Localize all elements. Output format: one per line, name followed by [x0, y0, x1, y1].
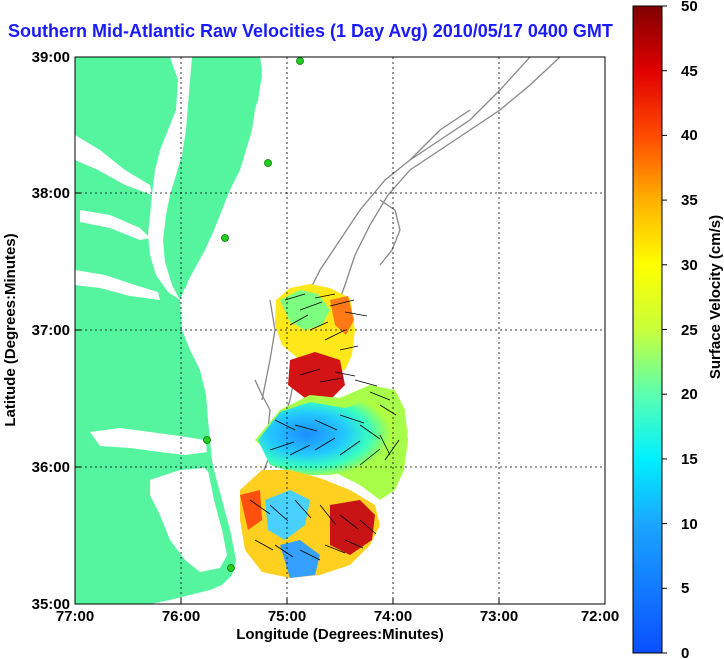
colorbar-tick-label: 40 [681, 127, 698, 144]
potomac-river [75, 135, 152, 195]
x-tick-label: 76:00 [162, 608, 200, 625]
colorbar-tick-label: 15 [681, 451, 698, 468]
x-tick-label: 77:00 [56, 608, 94, 625]
albemarle-sound [90, 428, 208, 455]
station-marker [221, 234, 229, 242]
land-delmarva [183, 57, 262, 290]
james-river [75, 270, 160, 300]
x-tick-label: 75:00 [268, 608, 306, 625]
radar-stations [203, 57, 304, 572]
colorbar-tick-label: 50 [681, 0, 698, 15]
station-marker [264, 159, 272, 167]
y-tick-label: 37:00 [32, 322, 70, 339]
tick-marks [75, 192, 500, 604]
colorbar-tick-label: 10 [681, 516, 698, 533]
pamlico-sound [150, 468, 230, 572]
colorbar-tick-label: 20 [681, 386, 698, 403]
y-tick-label: 38:00 [32, 185, 70, 202]
station-marker [296, 57, 304, 65]
colorbar-tick-label: 5 [681, 580, 689, 597]
colorbar-tick-label: 45 [681, 63, 698, 80]
velocity-field [240, 284, 408, 578]
station-marker [203, 436, 211, 444]
x-tick-label: 72:00 [581, 608, 619, 625]
colorbar-tick-label: 30 [681, 257, 698, 274]
y-tick-label: 39:00 [32, 49, 70, 66]
map-title: Southern Mid-Atlantic Raw Velocities (1 … [8, 21, 613, 41]
colorbar-tick-label: 35 [681, 192, 698, 209]
y-axis-label: Latitude (Degrees:Minutes) [2, 233, 19, 426]
colorbar-label: Surface Velocity (cm/s) [707, 215, 724, 379]
colorbar-ticks [662, 5, 667, 654]
grid [75, 57, 605, 604]
station-marker [227, 564, 235, 572]
x-tick-label: 73:00 [480, 608, 518, 625]
y-tick-label: 36:00 [32, 459, 70, 476]
x-axis-label: Longitude (Degrees:Minutes) [236, 626, 444, 643]
colorbar [632, 5, 663, 654]
y-tick-label: 35:00 [32, 596, 70, 613]
x-tick-label: 74:00 [374, 608, 412, 625]
colorbar-tick-label: 0 [681, 645, 689, 659]
velocity-vectors [249, 293, 400, 561]
rappahannock-river [80, 210, 150, 240]
colorbar-tick-label: 25 [681, 322, 698, 339]
outer-banks [206, 440, 236, 574]
